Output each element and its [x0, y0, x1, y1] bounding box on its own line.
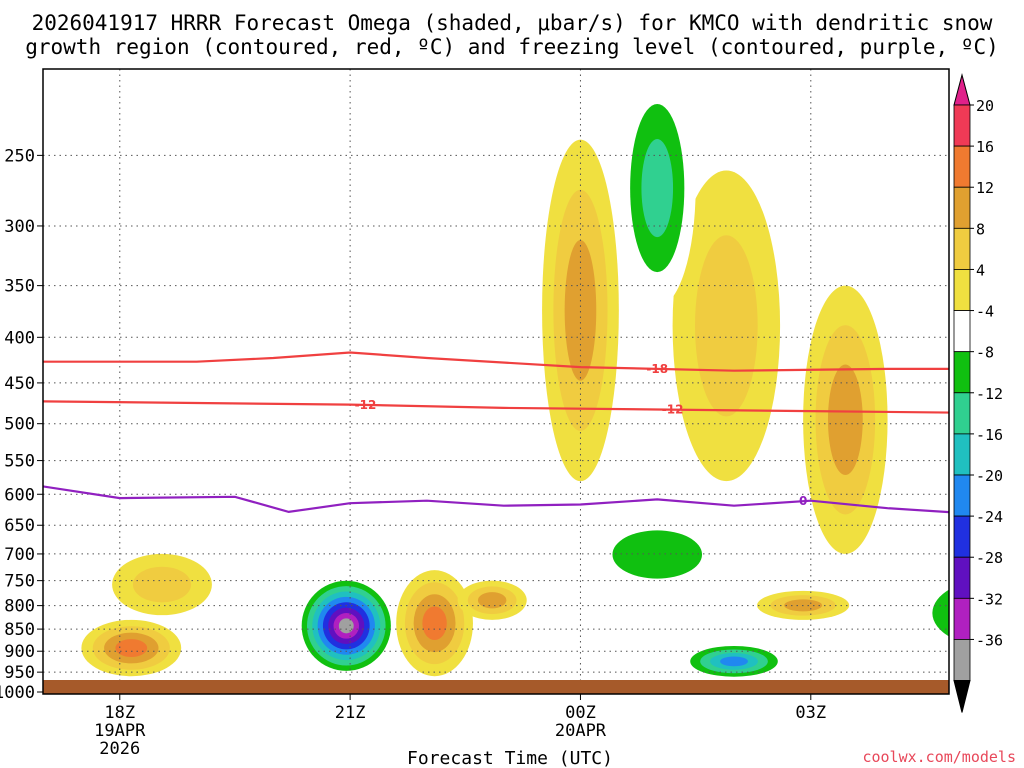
chart-title-line1: 2026041917 HRRR Forecast Omega (shaded, … [32, 11, 993, 35]
colorbar-swatch-5 [953, 310, 971, 353]
freezing-level-0-label-0: 0 [799, 494, 807, 508]
x-tick-18Z: 18Z [104, 703, 135, 723]
colorbar-swatch-11 [953, 556, 971, 599]
plot-frame [42, 68, 950, 695]
colorbar-swatch-13 [953, 639, 971, 681]
temperature-contours: -18-18-12-1200 [43, 351, 949, 514]
colorbar-label-9: -20 [976, 467, 1003, 485]
omega-ascent-800-19z [112, 553, 212, 616]
y-tick-500: 500 [4, 415, 35, 435]
x-tick-date-18Z: 19APR [94, 721, 146, 741]
omega-ascent-880-22z [396, 570, 473, 677]
colorbar-swatch-4 [953, 269, 971, 311]
colorbar-label-10: -24 [976, 508, 1003, 526]
omega-ascent-900-21z-level--36 [338, 618, 354, 634]
y-tick-450: 450 [4, 374, 35, 394]
dendritic-minus18-line [43, 351, 949, 372]
y-tick-550: 550 [4, 452, 35, 472]
y-axis-pressure: 2503003504004505005506006507007508008509… [0, 146, 43, 703]
chart-title-line2: growth region (contoured, red, ºC) and f… [25, 35, 999, 59]
dendritic-minus12-line [43, 400, 949, 414]
omega-ascent-900-21z [296, 575, 397, 677]
colorbar-label-6: -8 [976, 344, 994, 362]
dendritic-minus12-label-1: -12 [662, 403, 684, 417]
colorbar-label-8: -16 [976, 426, 1003, 444]
omega-descent-820-05z [887, 559, 949, 667]
colorbar-label-0: 20 [976, 97, 994, 115]
y-tick-1000: 1000 [0, 683, 35, 703]
y-tick-800: 800 [4, 597, 35, 617]
y-tick-850: 850 [4, 620, 35, 640]
omega-ascent-500-04z [803, 285, 888, 554]
omega-ascent-400-00z-level-12 [564, 240, 597, 381]
colorbar-label-11: -28 [976, 549, 1003, 567]
colorbar-swatch-1 [953, 145, 971, 188]
omega-descent-920-02z-level--20 [720, 656, 748, 667]
colorbar-swatch-12 [953, 597, 971, 640]
colorbar-label-12: -32 [976, 590, 1003, 608]
colorbar-label-3: 8 [976, 220, 985, 238]
omega-ascent-850-18z-level-16 [115, 639, 148, 657]
colorbar-label-5: -4 [976, 303, 994, 321]
y-tick-400: 400 [4, 328, 35, 348]
colorbar-label-4: 4 [976, 261, 985, 279]
omega-descent-700-01z-level--8 [612, 530, 703, 579]
x-tick-03Z: 03Z [795, 703, 826, 723]
colorbar-swatch-6 [953, 351, 971, 394]
omega-ascent-800-23z [457, 580, 527, 620]
colorbar-swatch-8 [953, 433, 971, 476]
y-tick-350: 350 [4, 277, 35, 297]
colorbar-label-1: 16 [976, 138, 994, 156]
omega-descent-700-01z [580, 513, 735, 596]
dendritic-minus12-label-0: -12 [355, 398, 377, 412]
y-tick-750: 750 [4, 572, 35, 592]
freezing-level-0-line [43, 485, 949, 514]
colorbar-label-2: 12 [976, 179, 994, 197]
omega-descent-820-05z-level--4 [887, 559, 949, 667]
y-tick-900: 900 [4, 642, 35, 662]
y-tick-250: 250 [4, 146, 35, 166]
colorbar: 20 16 12 8 4 -4 -8 -12 -16 -20 -24 -28 -32 -36 [953, 73, 1003, 713]
colorbar-swatch-3 [953, 227, 971, 270]
y-tick-600: 600 [4, 485, 35, 505]
colorbar-swatch-2 [953, 186, 971, 229]
credit-link[interactable]: coolwx.com/models [862, 748, 1016, 766]
y-tick-650: 650 [4, 516, 35, 536]
omega-descent-920-02z [680, 642, 788, 681]
x-tick-00Z: 00Z [565, 703, 596, 723]
omega-descent-300-06z-level--4 [1010, 88, 1024, 525]
x-tick-date-00Z: 20APR [555, 721, 607, 741]
x-axis-label: Forecast Time (UTC) [407, 748, 613, 768]
y-tick-300: 300 [4, 217, 35, 237]
omega-ascent-400-00z [542, 139, 619, 482]
ground-surface-strip [43, 680, 949, 694]
y-tick-950: 950 [4, 663, 35, 683]
x-tick-21Z: 21Z [335, 703, 366, 723]
colorbar-swatch-9 [953, 474, 971, 517]
omega-ascent-450-02z-level-8 [694, 235, 758, 417]
colorbar-top-arrow [953, 73, 971, 106]
colorbar-swatch-10 [953, 515, 971, 558]
colorbar-bottom-arrow [953, 680, 971, 713]
omega-ascent-500-04z-level-12 [827, 364, 863, 476]
omega-descent-300-06z [1010, 88, 1024, 525]
omega-descent-820-05z-level--8 [932, 589, 949, 637]
dendritic-minus18-label-0: -18 [646, 362, 668, 376]
omega-descent-250-01z-level--12 [641, 139, 674, 238]
colorbar-swatch-7 [953, 392, 971, 435]
omega-ascent-880-22z-level-16 [422, 606, 447, 641]
grid-lines [43, 69, 949, 680]
omega-ascent-850-18z [81, 619, 182, 677]
omega-descent-250-01z [618, 69, 696, 308]
colorbar-swatch-0 [953, 104, 971, 147]
x-tick-year-18Z: 2026 [99, 739, 140, 759]
omega-ascent-800-23z-level-12 [477, 592, 507, 609]
colorbar-label-7: -12 [976, 385, 1003, 403]
omega-ascent-800-19z-level-8 [132, 566, 192, 603]
colorbar-label-13: -36 [976, 631, 1003, 649]
y-tick-700: 700 [4, 545, 35, 565]
omega-shaded-field [81, 69, 1024, 681]
